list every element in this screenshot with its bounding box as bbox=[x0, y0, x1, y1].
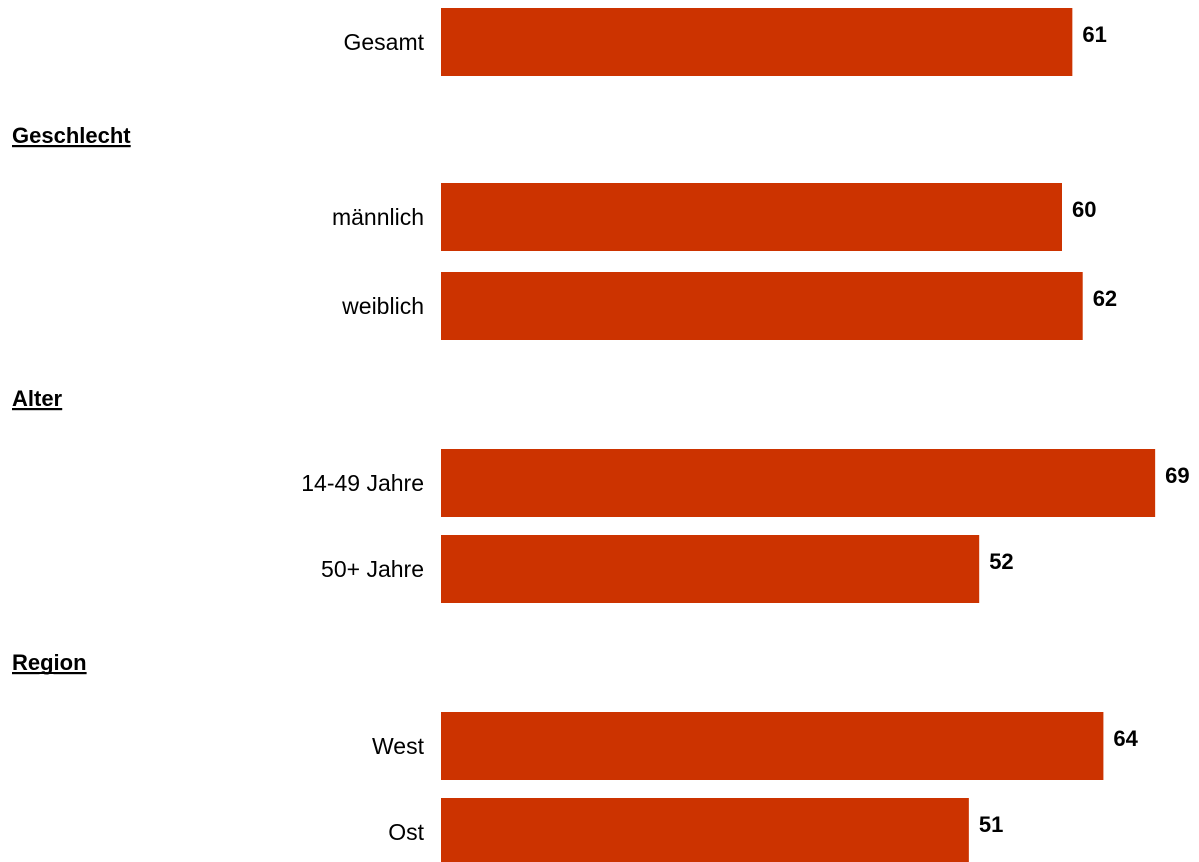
category-label-männlich: männlich bbox=[332, 204, 424, 230]
bar-gesamt bbox=[441, 8, 1073, 76]
value-label-gesamt: 61 bbox=[1082, 22, 1106, 47]
group-header-alter: Alter bbox=[12, 386, 63, 411]
bar-weiblich bbox=[441, 272, 1083, 340]
category-label-14-49-jahre: 14-49 Jahre bbox=[301, 470, 424, 496]
bar-50-jahre bbox=[441, 535, 980, 603]
value-label-männlich: 60 bbox=[1072, 197, 1096, 222]
group-header-geschlecht: Geschlecht bbox=[12, 123, 131, 148]
value-label-50-jahre: 52 bbox=[989, 549, 1013, 574]
category-label-50-jahre: 50+ Jahre bbox=[321, 556, 424, 582]
value-label-west: 64 bbox=[1113, 726, 1138, 751]
group-header-region: Region bbox=[12, 650, 87, 675]
value-label-ost: 51 bbox=[979, 812, 1003, 837]
bar-männlich bbox=[441, 183, 1062, 251]
value-label-weiblich: 62 bbox=[1093, 286, 1117, 311]
category-label-west: West bbox=[372, 733, 425, 759]
bar-14-49-jahre bbox=[441, 449, 1156, 517]
category-label-weiblich: weiblich bbox=[341, 293, 424, 319]
category-label-ost: Ost bbox=[388, 819, 424, 845]
category-label-gesamt: Gesamt bbox=[343, 29, 424, 55]
bar-west bbox=[441, 712, 1104, 780]
value-label-14-49-jahre: 69 bbox=[1165, 463, 1189, 488]
bar-ost bbox=[441, 798, 969, 862]
